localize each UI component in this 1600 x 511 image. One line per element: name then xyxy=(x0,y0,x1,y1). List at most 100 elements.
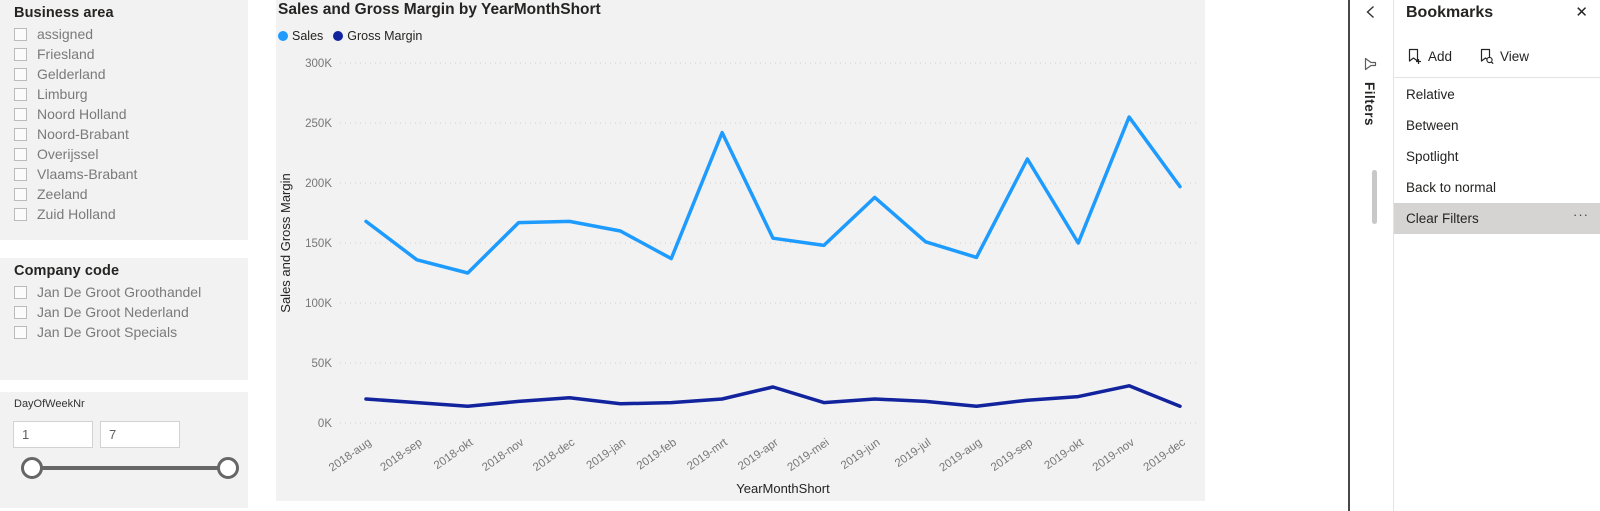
svg-text:100K: 100K xyxy=(305,298,332,310)
bookmark-item-label: Between xyxy=(1406,118,1459,133)
close-icon[interactable]: ✕ xyxy=(1575,4,1588,21)
filter-funnel-icon xyxy=(1363,56,1379,72)
checkbox-item[interactable]: Vlaams-Brabant xyxy=(0,164,248,184)
bookmark-add-icon xyxy=(1408,48,1421,64)
business-area-list: assigned Friesland Gelderland Limburg Noord … xyxy=(0,24,248,224)
bookmark-item-label: Relative xyxy=(1406,87,1455,102)
filters-pane-label[interactable]: Filters xyxy=(1362,82,1377,127)
bookmark-item[interactable]: Relative xyxy=(1394,79,1600,110)
svg-text:2019-jun: 2019-jun xyxy=(839,437,883,473)
checkbox[interactable] xyxy=(14,127,27,141)
bookmarks-panel: Bookmarks ✕ Add View Relative Between Spot… xyxy=(1393,0,1600,511)
checkbox-item[interactable]: Noord-Brabant xyxy=(0,124,248,144)
svg-text:2018-aug: 2018-aug xyxy=(327,437,374,475)
checkbox[interactable] xyxy=(14,187,27,201)
svg-text:50K: 50K xyxy=(312,358,333,370)
checkbox[interactable] xyxy=(14,87,27,101)
svg-text:2019-aug: 2019-aug xyxy=(938,437,985,475)
svg-text:300K: 300K xyxy=(305,58,332,70)
range-max-input[interactable] xyxy=(100,421,180,448)
more-options-icon[interactable]: ··· xyxy=(1573,207,1589,222)
business-area-slicer: Business area assigned Friesland Gelderlan… xyxy=(0,0,248,240)
checkbox-item[interactable]: Jan De Groot Nederland xyxy=(0,302,248,322)
svg-text:2019-mrt: 2019-mrt xyxy=(685,436,730,473)
svg-text:2018-okt: 2018-okt xyxy=(432,436,476,472)
svg-text:150K: 150K xyxy=(305,238,332,250)
checkbox-item[interactable]: Noord Holland xyxy=(0,104,248,124)
add-bookmark-button[interactable]: Add xyxy=(1406,48,1452,64)
range-slider-track[interactable] xyxy=(32,466,228,470)
checkbox-label: Noord Holland xyxy=(37,106,127,122)
add-bookmark-label: Add xyxy=(1428,48,1453,64)
checkbox-item[interactable]: Friesland xyxy=(0,44,248,64)
line-chart-visual: Sales and Gross Margin by YearMonthShort… xyxy=(276,0,1205,501)
view-bookmarks-button[interactable]: View xyxy=(1478,48,1529,64)
checkbox-label: Jan De Groot Specials xyxy=(37,324,178,340)
slicer-title: DayOfWeekNr xyxy=(14,398,85,410)
checkbox-item[interactable]: Zuid Holland xyxy=(0,204,248,224)
view-bookmarks-label: View xyxy=(1500,48,1530,64)
checkbox[interactable] xyxy=(14,47,27,61)
expand-filters-chevron-icon[interactable] xyxy=(1364,4,1378,20)
checkbox-label: Zuid Holland xyxy=(37,206,116,222)
checkbox-label: Gelderland xyxy=(37,66,106,82)
checkbox[interactable] xyxy=(14,325,27,339)
checkbox[interactable] xyxy=(14,107,27,121)
svg-text:2019-jan: 2019-jan xyxy=(585,437,629,473)
bookmarks-title: Bookmarks xyxy=(1406,4,1494,21)
checkbox[interactable] xyxy=(14,167,27,181)
range-slider-handle-min[interactable] xyxy=(21,457,43,479)
bookmark-item[interactable]: Spotlight xyxy=(1394,141,1600,172)
bookmark-view-icon xyxy=(1480,48,1494,64)
svg-text:2019-dec: 2019-dec xyxy=(1142,436,1188,473)
svg-text:2019-apr: 2019-apr xyxy=(736,437,781,473)
bookmark-item[interactable]: Clear Filters ··· xyxy=(1394,203,1600,234)
legend-label: Sales xyxy=(292,29,324,43)
legend-item[interactable]: Sales xyxy=(278,29,323,43)
checkbox[interactable] xyxy=(14,207,27,221)
checkbox-item[interactable]: Gelderland xyxy=(0,64,248,84)
svg-text:2019-mei: 2019-mei xyxy=(785,437,831,474)
bookmarks-toolbar: Add View xyxy=(1406,48,1529,64)
bookmark-item[interactable]: Back to normal xyxy=(1394,172,1600,203)
checkbox-item[interactable]: Overijssel xyxy=(0,144,248,164)
checkbox[interactable] xyxy=(14,305,27,319)
checkbox-label: Noord-Brabant xyxy=(37,126,129,142)
svg-text:2019-nov: 2019-nov xyxy=(1091,436,1137,473)
svg-text:2019-jul: 2019-jul xyxy=(893,437,933,470)
checkbox-label: Jan De Groot Groothandel xyxy=(37,284,202,300)
checkbox-item[interactable]: Limburg xyxy=(0,84,248,104)
checkbox-item[interactable]: assigned xyxy=(0,24,248,44)
checkbox[interactable] xyxy=(14,285,27,299)
bookmarks-header: Bookmarks ✕ xyxy=(1394,0,1600,28)
svg-text:200K: 200K xyxy=(305,178,332,190)
legend-item[interactable]: Gross Margin xyxy=(333,29,422,43)
checkbox-label: assigned xyxy=(37,26,94,42)
checkbox-item[interactable]: Jan De Groot Specials xyxy=(0,322,248,342)
bookmarks-list: Relative Between Spotlight Back to normal Cl… xyxy=(1394,79,1600,234)
filters-collapsed-pane: Filters xyxy=(1350,0,1393,511)
checkbox[interactable] xyxy=(14,147,27,161)
bookmark-item[interactable]: Between xyxy=(1394,110,1600,141)
company-code-slicer: Company code Jan De Groot Groothandel Jan… xyxy=(0,258,248,380)
checkbox[interactable] xyxy=(14,67,27,81)
chart-title: Sales and Gross Margin by YearMonthShort xyxy=(278,1,601,18)
svg-text:2019-sep: 2019-sep xyxy=(989,437,1035,474)
svg-text:2018-dec: 2018-dec xyxy=(531,436,577,473)
checkbox-item[interactable]: Zeeland xyxy=(0,184,248,204)
legend-dot-icon xyxy=(333,31,344,41)
legend-label: Gross Margin xyxy=(347,29,423,43)
range-min-input[interactable] xyxy=(13,421,93,448)
bookmark-item-label: Back to normal xyxy=(1406,180,1497,195)
checkbox[interactable] xyxy=(14,27,27,41)
checkbox-item[interactable]: Jan De Groot Groothandel xyxy=(0,282,248,302)
svg-text:0K: 0K xyxy=(318,418,332,430)
range-slider-handle-max[interactable] xyxy=(217,457,239,479)
svg-text:YearMonthShort: YearMonthShort xyxy=(736,481,830,496)
checkbox-label: Overijssel xyxy=(37,146,99,162)
line-chart: 300K 250K 200K 150K 100K 50K 0K 2018-aug 2018-se… xyxy=(278,58,1196,496)
legend-dot-icon xyxy=(278,31,288,41)
scrollbar-thumb[interactable] xyxy=(1372,170,1377,224)
canvas-divider xyxy=(1348,0,1350,511)
company-code-list: Jan De Groot Groothandel Jan De Groot Ned… xyxy=(0,282,248,342)
